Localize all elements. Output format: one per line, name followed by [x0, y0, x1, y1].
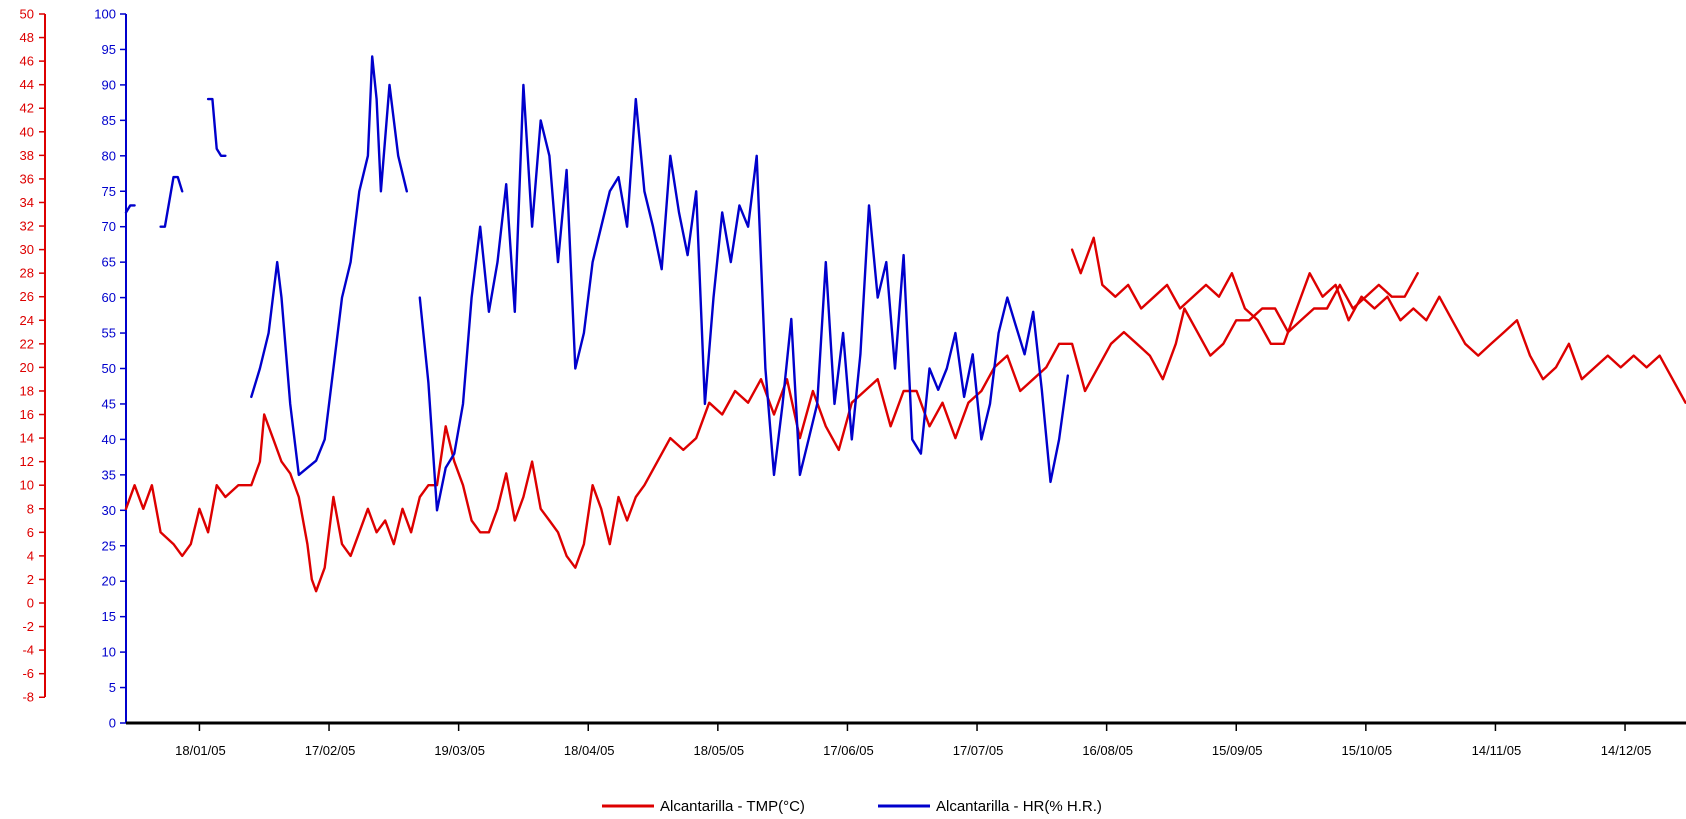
- inner-y-axis-humidity: 1009590858075706560555045403530252015105…: [94, 7, 127, 731]
- inner-axis-tick-label: 60: [102, 290, 116, 305]
- x-axis-tick-label: 14/11/05: [1472, 743, 1522, 758]
- inner-axis-tick-label: 65: [102, 255, 116, 270]
- left-axis-tick-label: 28: [20, 266, 34, 281]
- x-axis-tick-label: 16/08/05: [1082, 743, 1133, 758]
- inner-axis-tick-label: 0: [109, 716, 116, 731]
- inner-axis-tick-label: 20: [102, 574, 116, 589]
- left-axis-tick-label: 32: [20, 219, 34, 234]
- left-axis-tick-label: 4: [27, 548, 34, 563]
- inner-axis-tick-label: 45: [102, 396, 116, 411]
- inner-axis-tick-label: 40: [102, 432, 116, 447]
- series-line-segment: [124, 272, 1419, 593]
- left-axis-tick-label: 46: [20, 54, 34, 69]
- x-axis-tick-label: 14/12/05: [1601, 743, 1652, 758]
- left-axis-tick-label: 16: [20, 407, 34, 422]
- inner-axis-tick-label: 75: [102, 184, 116, 199]
- left-axis-tick-label: 2: [27, 572, 34, 587]
- legend-label-humidity: Alcantarilla - HR(% H.R.): [936, 798, 1102, 815]
- series-line-segment: [418, 83, 1070, 512]
- legend: Alcantarilla - TMP(°C) Alcantarilla - HR…: [602, 798, 1102, 815]
- left-axis-tick-label: 24: [20, 313, 34, 328]
- left-axis-tick-label: 48: [20, 30, 34, 45]
- left-axis-tick-label: 0: [27, 596, 34, 611]
- inner-axis-tick-label: 30: [102, 503, 116, 518]
- inner-axis-tick-label: 5: [109, 680, 116, 695]
- series-humidity: [124, 55, 1070, 512]
- left-axis-tick-label: 42: [20, 101, 34, 116]
- x-axis-tick-label: 17/06/05: [823, 743, 874, 758]
- left-axis-tick-label: -2: [22, 619, 34, 634]
- inner-axis-tick-label: 80: [102, 148, 116, 163]
- x-axis-tick-label: 15/10/05: [1342, 743, 1393, 758]
- left-axis-tick-label: 44: [20, 77, 34, 92]
- inner-axis-tick-label: 35: [102, 467, 116, 482]
- left-axis-tick-label: 18: [20, 383, 34, 398]
- series-line-segment: [1070, 236, 1686, 404]
- inner-axis-tick-label: 25: [102, 538, 116, 553]
- series-line-segment: [124, 204, 136, 214]
- x-axis-tick-label: 19/03/05: [434, 743, 485, 758]
- inner-axis-tick-label: 95: [102, 42, 116, 57]
- inner-axis-tick-label: 70: [102, 219, 116, 234]
- legend-label-temperature: Alcantarilla - TMP(°C): [660, 798, 805, 815]
- series-line-segment: [159, 175, 184, 228]
- left-axis-tick-label: 38: [20, 148, 34, 163]
- x-axis-tick-label: 17/07/05: [953, 743, 1004, 758]
- inner-axis-tick-label: 85: [102, 113, 116, 128]
- left-axis-tick-label: 30: [20, 242, 34, 257]
- left-axis-tick-label: -8: [22, 690, 34, 705]
- left-axis-tick-label: 12: [20, 454, 34, 469]
- x-axis-tick-label: 18/05/05: [694, 743, 745, 758]
- series-temperature: [124, 236, 1686, 593]
- inner-axis-tick-label: 10: [102, 645, 116, 660]
- x-axis-tick-label: 18/01/05: [175, 743, 226, 758]
- left-axis-tick-label: 22: [20, 336, 34, 351]
- left-axis-tick-label: 10: [20, 478, 34, 493]
- left-axis-tick-label: -6: [22, 666, 34, 681]
- x-axis-tick-label: 17/02/05: [305, 743, 356, 758]
- inner-axis-tick-label: 50: [102, 361, 116, 376]
- left-axis-tick-label: 6: [27, 525, 34, 540]
- left-y-axis-temperature: 5048464442403836343230282624222018161412…: [20, 7, 46, 705]
- inner-axis-tick-label: 15: [102, 609, 116, 624]
- left-axis-tick-label: 20: [20, 360, 34, 375]
- inner-axis-tick-label: 90: [102, 77, 116, 92]
- x-axis-dates: 18/01/05 17/02/05 19/03/05 18/04/05 18/05/05…: [126, 721, 1686, 758]
- left-axis-tick-label: 26: [20, 289, 34, 304]
- left-axis-tick-label: -4: [22, 643, 34, 658]
- series-layer: [124, 55, 1686, 593]
- series-line-segment: [206, 97, 227, 158]
- inner-axis-tick-label: 100: [94, 7, 116, 22]
- left-axis-tick-label: 8: [27, 501, 34, 516]
- left-axis-tick-label: 34: [20, 195, 34, 210]
- left-axis-tick-label: 14: [20, 431, 34, 446]
- x-axis-tick-label: 15/09/05: [1212, 743, 1263, 758]
- inner-axis-tick-label: 55: [102, 326, 116, 341]
- series-line-segment: [250, 55, 408, 477]
- left-axis-tick-label: 50: [20, 7, 34, 22]
- left-axis-tick-label: 36: [20, 171, 34, 186]
- left-axis-tick-label: 40: [20, 124, 34, 139]
- x-axis-tick-label: 18/04/05: [564, 743, 615, 758]
